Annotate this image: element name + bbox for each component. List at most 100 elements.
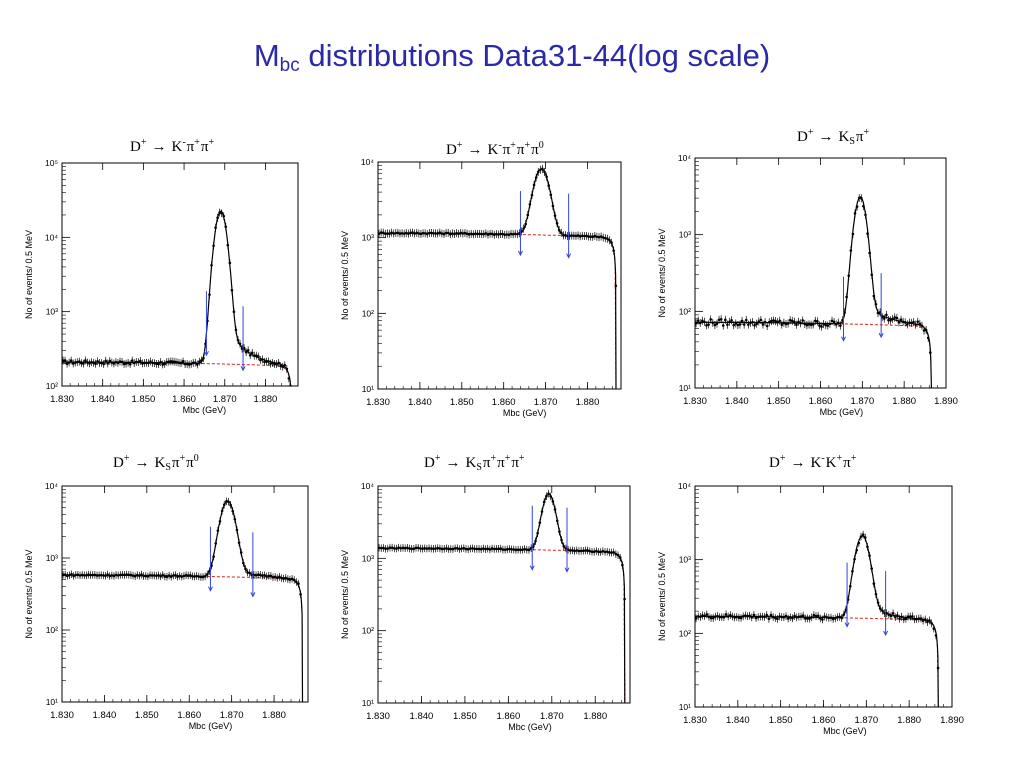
chart-title-symbol: π bbox=[516, 142, 525, 158]
plot-frame bbox=[61, 162, 299, 387]
y-tick-label: 10¹ bbox=[362, 698, 374, 708]
x-tick-label: 1.850 bbox=[453, 711, 477, 722]
y-tick-label: 10³ bbox=[46, 553, 58, 563]
data-point bbox=[922, 329, 926, 332]
chart-title-superscript: + bbox=[194, 137, 200, 148]
x-tick-label: 1.880 bbox=[583, 711, 607, 722]
data-point bbox=[895, 316, 899, 320]
signal-window-arrow bbox=[240, 366, 246, 372]
slide-title: Mbc distributions Data31-44(log scale) bbox=[0, 38, 1024, 77]
chart-title-superscript: + bbox=[140, 137, 147, 148]
chart-title-symbol: → bbox=[818, 129, 834, 145]
data-point bbox=[801, 614, 805, 617]
data-point bbox=[790, 319, 794, 323]
data-point bbox=[891, 612, 895, 615]
chart-title-symbol: π bbox=[200, 139, 209, 155]
data-point bbox=[805, 323, 809, 327]
chart-title-superscript: - bbox=[182, 137, 186, 148]
data-point bbox=[906, 323, 909, 326]
data-point bbox=[908, 615, 912, 618]
data-point bbox=[776, 617, 779, 621]
data-point bbox=[717, 318, 721, 322]
data-point bbox=[899, 318, 903, 322]
x-tick-label: 1.840 bbox=[93, 710, 117, 721]
plot-frame bbox=[377, 485, 631, 704]
data-point bbox=[730, 318, 733, 322]
x-tick-label: 1.860 bbox=[809, 396, 833, 407]
plot-frame bbox=[694, 485, 953, 708]
data-point bbox=[893, 316, 897, 319]
slide-title-main: M bbox=[253, 38, 280, 73]
data-point bbox=[911, 615, 914, 618]
data-point bbox=[711, 616, 715, 620]
x-tick-label: 1.830 bbox=[50, 394, 74, 405]
y-tick-label: 10⁴ bbox=[45, 481, 58, 491]
chart-title-superscript: + bbox=[510, 140, 516, 151]
data-point bbox=[715, 322, 719, 325]
total-fit-curve bbox=[378, 168, 617, 390]
plot-frame bbox=[377, 161, 622, 390]
y-tick-label: 10⁴ bbox=[45, 232, 58, 242]
data-point bbox=[808, 617, 811, 620]
x-tick-label: 1.860 bbox=[812, 715, 836, 726]
data-point bbox=[803, 617, 807, 620]
x-tick-label: 1.850 bbox=[450, 397, 474, 408]
data-point bbox=[719, 318, 723, 321]
signal-window-arrow bbox=[841, 336, 846, 342]
data-point bbox=[259, 358, 262, 362]
chart-title-symbol: → bbox=[790, 455, 806, 471]
chart-title-superscript: + bbox=[179, 453, 186, 464]
x-tick-label: 1.840 bbox=[410, 711, 434, 722]
data-point bbox=[707, 323, 710, 326]
data-point bbox=[767, 617, 771, 621]
data-point bbox=[889, 319, 892, 322]
x-tick-label: 1.860 bbox=[492, 397, 516, 408]
y-tick-label: 10¹ bbox=[679, 702, 691, 712]
data-point bbox=[171, 360, 175, 363]
data-point bbox=[902, 617, 906, 621]
data-point bbox=[816, 614, 820, 618]
x-tick-label: 1.880 bbox=[576, 397, 600, 408]
x-tick-label: 1.850 bbox=[131, 394, 155, 405]
y-tick-label: 10² bbox=[362, 626, 374, 636]
data-point bbox=[740, 319, 744, 323]
x-tick-label: 1.830 bbox=[50, 710, 74, 721]
x-tick-label: 1.830 bbox=[366, 397, 390, 408]
data-point bbox=[736, 323, 740, 327]
data-point bbox=[181, 360, 185, 363]
y-tick-label: 10² bbox=[362, 308, 374, 318]
total-fit-curve bbox=[62, 210, 292, 387]
data-point bbox=[772, 319, 775, 322]
data-point bbox=[246, 348, 250, 352]
plot-frame bbox=[61, 485, 309, 703]
data-point bbox=[705, 613, 709, 616]
chart-title-symbol: → bbox=[467, 142, 483, 158]
data-point bbox=[786, 617, 790, 620]
chart-title-symbol: π bbox=[843, 455, 851, 471]
data-point bbox=[754, 616, 758, 620]
y-tick-label: 10⁴ bbox=[678, 481, 691, 491]
x-axis-label: Mbc (GeV) bbox=[503, 408, 547, 418]
x-tick-label: 1.870 bbox=[540, 711, 564, 722]
chart-title-symbol: K bbox=[465, 455, 477, 471]
x-tick-label: 1.840 bbox=[726, 715, 750, 726]
data-point bbox=[826, 324, 830, 327]
data-point bbox=[696, 319, 700, 322]
data-point bbox=[765, 613, 769, 617]
data-point bbox=[279, 364, 283, 368]
background-fit-curve bbox=[62, 361, 292, 387]
chart-title-superscript: + bbox=[524, 140, 531, 151]
chart-title-symbol: π bbox=[855, 129, 864, 145]
chart-title-subscript: S bbox=[849, 136, 855, 147]
data-point bbox=[887, 318, 890, 322]
y-tick-label: 10⁴ bbox=[361, 481, 374, 491]
x-tick-label: 1.840 bbox=[91, 394, 115, 405]
background-fit-curve bbox=[62, 574, 303, 615]
data-point bbox=[816, 320, 819, 323]
data-point bbox=[831, 617, 835, 621]
data-point bbox=[269, 362, 272, 365]
y-tick-label: 10² bbox=[46, 625, 58, 635]
data-point bbox=[788, 318, 792, 322]
x-tick-label: 1.860 bbox=[172, 394, 196, 405]
data-point bbox=[139, 359, 142, 363]
